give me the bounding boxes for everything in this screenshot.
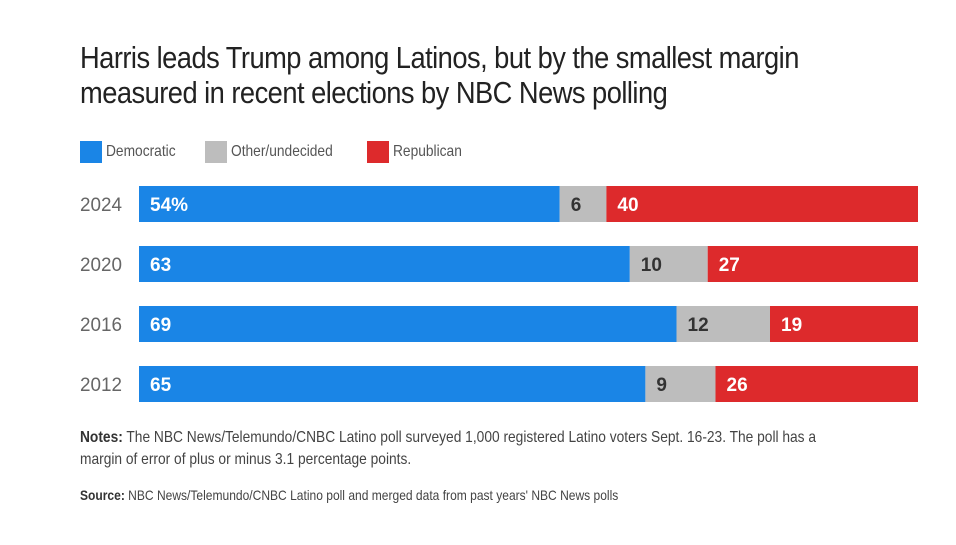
- legend-label-other: Other/undecided: [230, 143, 333, 160]
- data-label-democratic-2016: 69: [150, 315, 171, 336]
- category-label-2012: 2012: [80, 375, 122, 396]
- legend-swatch-other: [204, 141, 227, 163]
- legend-item-republican: Republican: [367, 141, 473, 163]
- bar-other-2020: [629, 246, 708, 282]
- data-label-other-2016: 12: [688, 315, 709, 336]
- notes-label: Notes:: [80, 429, 123, 446]
- bar-republican-2020: [707, 246, 918, 282]
- chart-title-line1: Harris leads Trump among Latinos, but by…: [80, 40, 799, 75]
- source-label: Source:: [80, 487, 125, 503]
- chart-title: Harris leads Trump among Latinos, but by…: [80, 40, 837, 110]
- data-label-other-2020: 10: [641, 255, 662, 276]
- category-label-2024: 2024: [80, 195, 122, 216]
- legend-label-democratic: Democratic: [106, 143, 176, 160]
- data-label-republican-2016: 19: [781, 315, 802, 336]
- bar-republican-2016: [770, 306, 918, 342]
- legend-swatch-republican: [367, 141, 390, 163]
- data-label-republican-2020: 27: [719, 255, 740, 276]
- bar-democratic-2024: [139, 186, 560, 222]
- source-text: NBC News/Telemundo/CNBC Latino poll and …: [124, 487, 619, 503]
- bar-democratic-2020: [139, 246, 630, 282]
- data-label-democratic-2012: 65: [150, 375, 172, 396]
- bar-republican-2012: [715, 366, 918, 402]
- legend-label-republican: Republican: [393, 143, 463, 160]
- bar-other-2016: [676, 306, 770, 342]
- chart-title-line2: measured in recent elections by NBC News…: [80, 75, 668, 110]
- data-label-other-2012: 9: [656, 375, 667, 396]
- category-label-2020: 2020: [80, 255, 122, 276]
- bar-republican-2024: [606, 186, 918, 222]
- bar-democratic-2012: [139, 366, 646, 402]
- legend-item-democratic: Democratic: [80, 141, 187, 163]
- legend-item-other: Other/undecided: [204, 141, 349, 163]
- data-label-democratic-2024: 54%: [150, 195, 188, 216]
- bar-other-2024: [559, 186, 607, 222]
- legend-swatch-democratic: [80, 141, 102, 163]
- bar-democratic-2016: [139, 306, 677, 342]
- source: Source: NBC News/Telemundo/CNBC Latino p…: [80, 485, 854, 505]
- notes: Notes: The NBC News/Telemundo/CNBC Latin…: [80, 427, 854, 471]
- notes-text: The NBC News/Telemundo/CNBC Latino poll …: [80, 429, 817, 468]
- data-label-republican-2024: 40: [617, 195, 638, 216]
- category-label-2016: 2016: [80, 315, 122, 336]
- data-label-democratic-2020: 63: [150, 255, 171, 276]
- bar-other-2012: [645, 366, 716, 402]
- data-label-republican-2012: 26: [727, 375, 748, 396]
- data-label-other-2024: 6: [571, 195, 582, 216]
- legend: Democratic Other/undecided Republican: [80, 141, 491, 163]
